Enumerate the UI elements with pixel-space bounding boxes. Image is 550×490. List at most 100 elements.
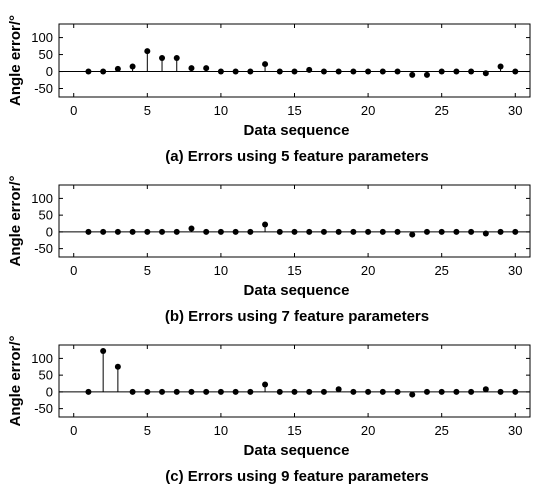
- data-point-c: [100, 348, 107, 355]
- data-point-b: [129, 228, 136, 235]
- data-point-b: [247, 228, 254, 235]
- x-tick-label-a: 30: [508, 103, 522, 118]
- data-point-a: [262, 61, 269, 68]
- x-tick-label-c: 5: [144, 423, 151, 438]
- data-point-b: [394, 228, 401, 235]
- data-point-b: [365, 228, 372, 235]
- data-point-a: [453, 68, 460, 75]
- y-tick-label-c: 0: [46, 384, 53, 399]
- data-point-a: [159, 54, 166, 61]
- data-point-c: [291, 388, 298, 395]
- data-point-c: [173, 388, 180, 395]
- data-point-b: [409, 231, 416, 238]
- x-tick-label-a: 20: [361, 103, 375, 118]
- data-point-c: [262, 381, 269, 388]
- x-tick-label-a: 25: [434, 103, 448, 118]
- data-point-b: [423, 228, 430, 235]
- x-axis-label-a: Data sequence: [244, 122, 350, 139]
- x-tick-label-b: 30: [508, 263, 522, 278]
- y-tick-label-b: -50: [34, 241, 53, 256]
- data-point-a: [423, 71, 430, 78]
- caption-a: (a) Errors using 5 feature parameters: [165, 148, 428, 165]
- data-point-c: [379, 388, 386, 395]
- x-tick-label-b: 25: [434, 263, 448, 278]
- data-point-b: [497, 228, 504, 235]
- plot-area-a: [58, 23, 531, 98]
- x-tick-label-b: 0: [70, 263, 77, 278]
- y-tick-label-b: 100: [31, 191, 53, 206]
- data-point-c: [335, 386, 342, 393]
- data-point-a: [232, 68, 239, 75]
- data-point-c: [203, 388, 210, 395]
- y-axis-label-a: Angle error/°: [7, 15, 24, 106]
- data-point-c: [350, 388, 357, 395]
- data-point-a: [320, 68, 327, 75]
- data-point-a: [468, 68, 475, 75]
- data-point-a: [409, 71, 416, 78]
- data-point-c: [482, 386, 489, 393]
- data-point-a: [512, 68, 519, 75]
- data-point-a: [85, 68, 92, 75]
- data-point-a: [129, 63, 136, 70]
- data-point-a: [217, 68, 224, 75]
- x-tick-label-c: 15: [287, 423, 301, 438]
- x-tick-label-a: 0: [70, 103, 77, 118]
- data-point-a: [144, 48, 151, 55]
- y-tick-label-a: 0: [46, 64, 53, 79]
- x-tick-label-c: 25: [434, 423, 448, 438]
- data-point-c: [423, 388, 430, 395]
- x-tick-label-c: 10: [214, 423, 228, 438]
- data-point-a: [350, 68, 357, 75]
- data-point-b: [512, 228, 519, 235]
- data-point-b: [188, 225, 195, 232]
- data-point-c: [394, 388, 401, 395]
- data-point-c: [247, 388, 254, 395]
- data-point-a: [188, 65, 195, 72]
- data-point-c: [468, 388, 475, 395]
- data-point-c: [85, 388, 92, 395]
- x-tick-label-b: 5: [144, 263, 151, 278]
- data-point-c: [232, 388, 239, 395]
- y-tick-label-a: 100: [31, 30, 53, 45]
- y-tick-label-b: 0: [46, 224, 53, 239]
- data-point-c: [409, 391, 416, 398]
- data-point-c: [365, 388, 372, 395]
- data-point-a: [173, 54, 180, 61]
- x-axis-label-b: Data sequence: [244, 282, 350, 299]
- data-point-c: [129, 388, 136, 395]
- data-point-b: [468, 228, 475, 235]
- data-point-b: [159, 228, 166, 235]
- y-tick-label-c: 100: [31, 351, 53, 366]
- plot-area-b: [58, 184, 531, 258]
- caption-b: (b) Errors using 7 feature parameters: [165, 308, 429, 325]
- x-tick-label-b: 10: [214, 263, 228, 278]
- data-point-a: [497, 63, 504, 70]
- data-point-b: [379, 228, 386, 235]
- data-point-b: [453, 228, 460, 235]
- data-point-a: [335, 68, 342, 75]
- x-tick-label-a: 15: [287, 103, 301, 118]
- x-tick-label-c: 20: [361, 423, 375, 438]
- plot-area-c: [58, 344, 531, 418]
- data-point-a: [482, 70, 489, 77]
- data-point-b: [114, 228, 121, 235]
- caption-c: (c) Errors using 9 feature parameters: [165, 468, 428, 485]
- data-point-a: [100, 68, 107, 75]
- data-point-b: [306, 228, 313, 235]
- y-tick-label-c: 50: [39, 368, 53, 383]
- y-tick-label-c: -50: [34, 401, 53, 416]
- x-tick-label-b: 15: [287, 263, 301, 278]
- data-point-c: [320, 388, 327, 395]
- y-tick-label-a: 50: [39, 47, 53, 62]
- data-point-a: [438, 68, 445, 75]
- x-tick-label-a: 10: [214, 103, 228, 118]
- data-point-c: [144, 388, 151, 395]
- data-point-b: [217, 228, 224, 235]
- data-point-b: [85, 228, 92, 235]
- data-point-a: [203, 65, 210, 72]
- data-point-a: [114, 65, 121, 72]
- data-point-b: [438, 228, 445, 235]
- data-point-b: [262, 221, 269, 228]
